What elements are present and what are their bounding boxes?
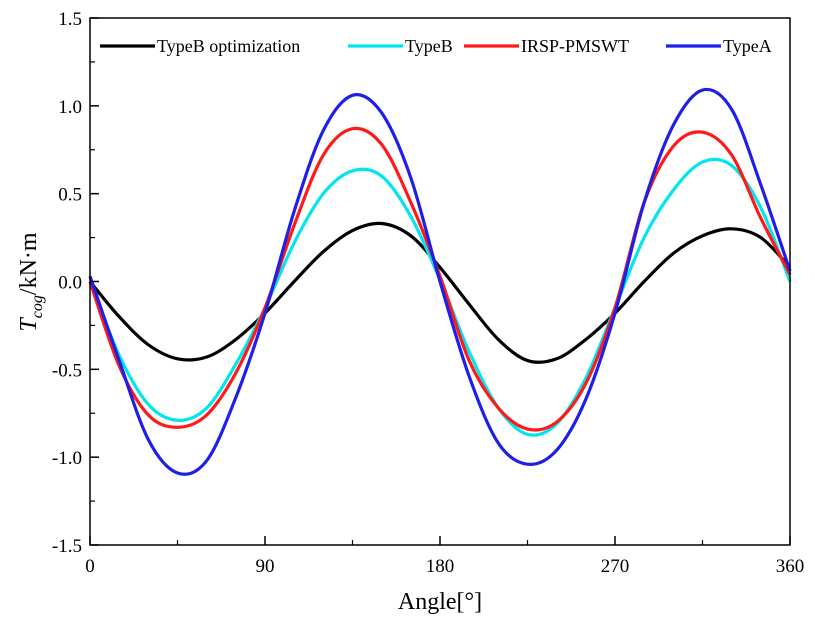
x-tick-label: 180 <box>426 556 455 577</box>
y-tick-label: 1.5 <box>58 9 82 30</box>
y-tick-label: 0.5 <box>58 185 82 206</box>
x-tick-label: 270 <box>601 556 630 577</box>
legend-label: TypeB <box>405 36 453 56</box>
y-tick-label: 0.0 <box>58 273 82 294</box>
series-line-typea <box>88 87 792 476</box>
legend: TypeB optimization TypeB IRSP-PMSWT TypeA <box>100 36 772 56</box>
legend-label: TypeA <box>723 36 772 56</box>
series-line-typeb-optimization <box>88 221 792 364</box>
x-tick-label: 90 <box>256 556 275 577</box>
series-layer <box>88 87 792 476</box>
y-axis-title-unit: /kN·m <box>16 232 42 295</box>
legend-label: TypeB optimization <box>157 36 300 56</box>
x-axis-title: Angle[°] <box>398 589 482 615</box>
y-axis-title: Tcog/kN·m <box>16 232 46 331</box>
axes-layer: 0 90 180 270 360 -1.5 -1.0 -0.5 0.0 0.5 1.0 1.5 <box>52 9 804 577</box>
x-tick-label: 0 <box>85 556 95 577</box>
y-tick-label: 1.0 <box>58 97 82 118</box>
legend-label: IRSP-PMSWT <box>521 36 629 56</box>
y-tick-label: -1.5 <box>52 536 82 557</box>
x-tick-label: 360 <box>776 556 805 577</box>
y-tick-label: -1.0 <box>52 448 82 469</box>
y-axis-title-main: T <box>16 317 42 332</box>
y-axis-title-subscript: cog <box>29 295 46 318</box>
y-tick-label: -0.5 <box>52 360 82 381</box>
